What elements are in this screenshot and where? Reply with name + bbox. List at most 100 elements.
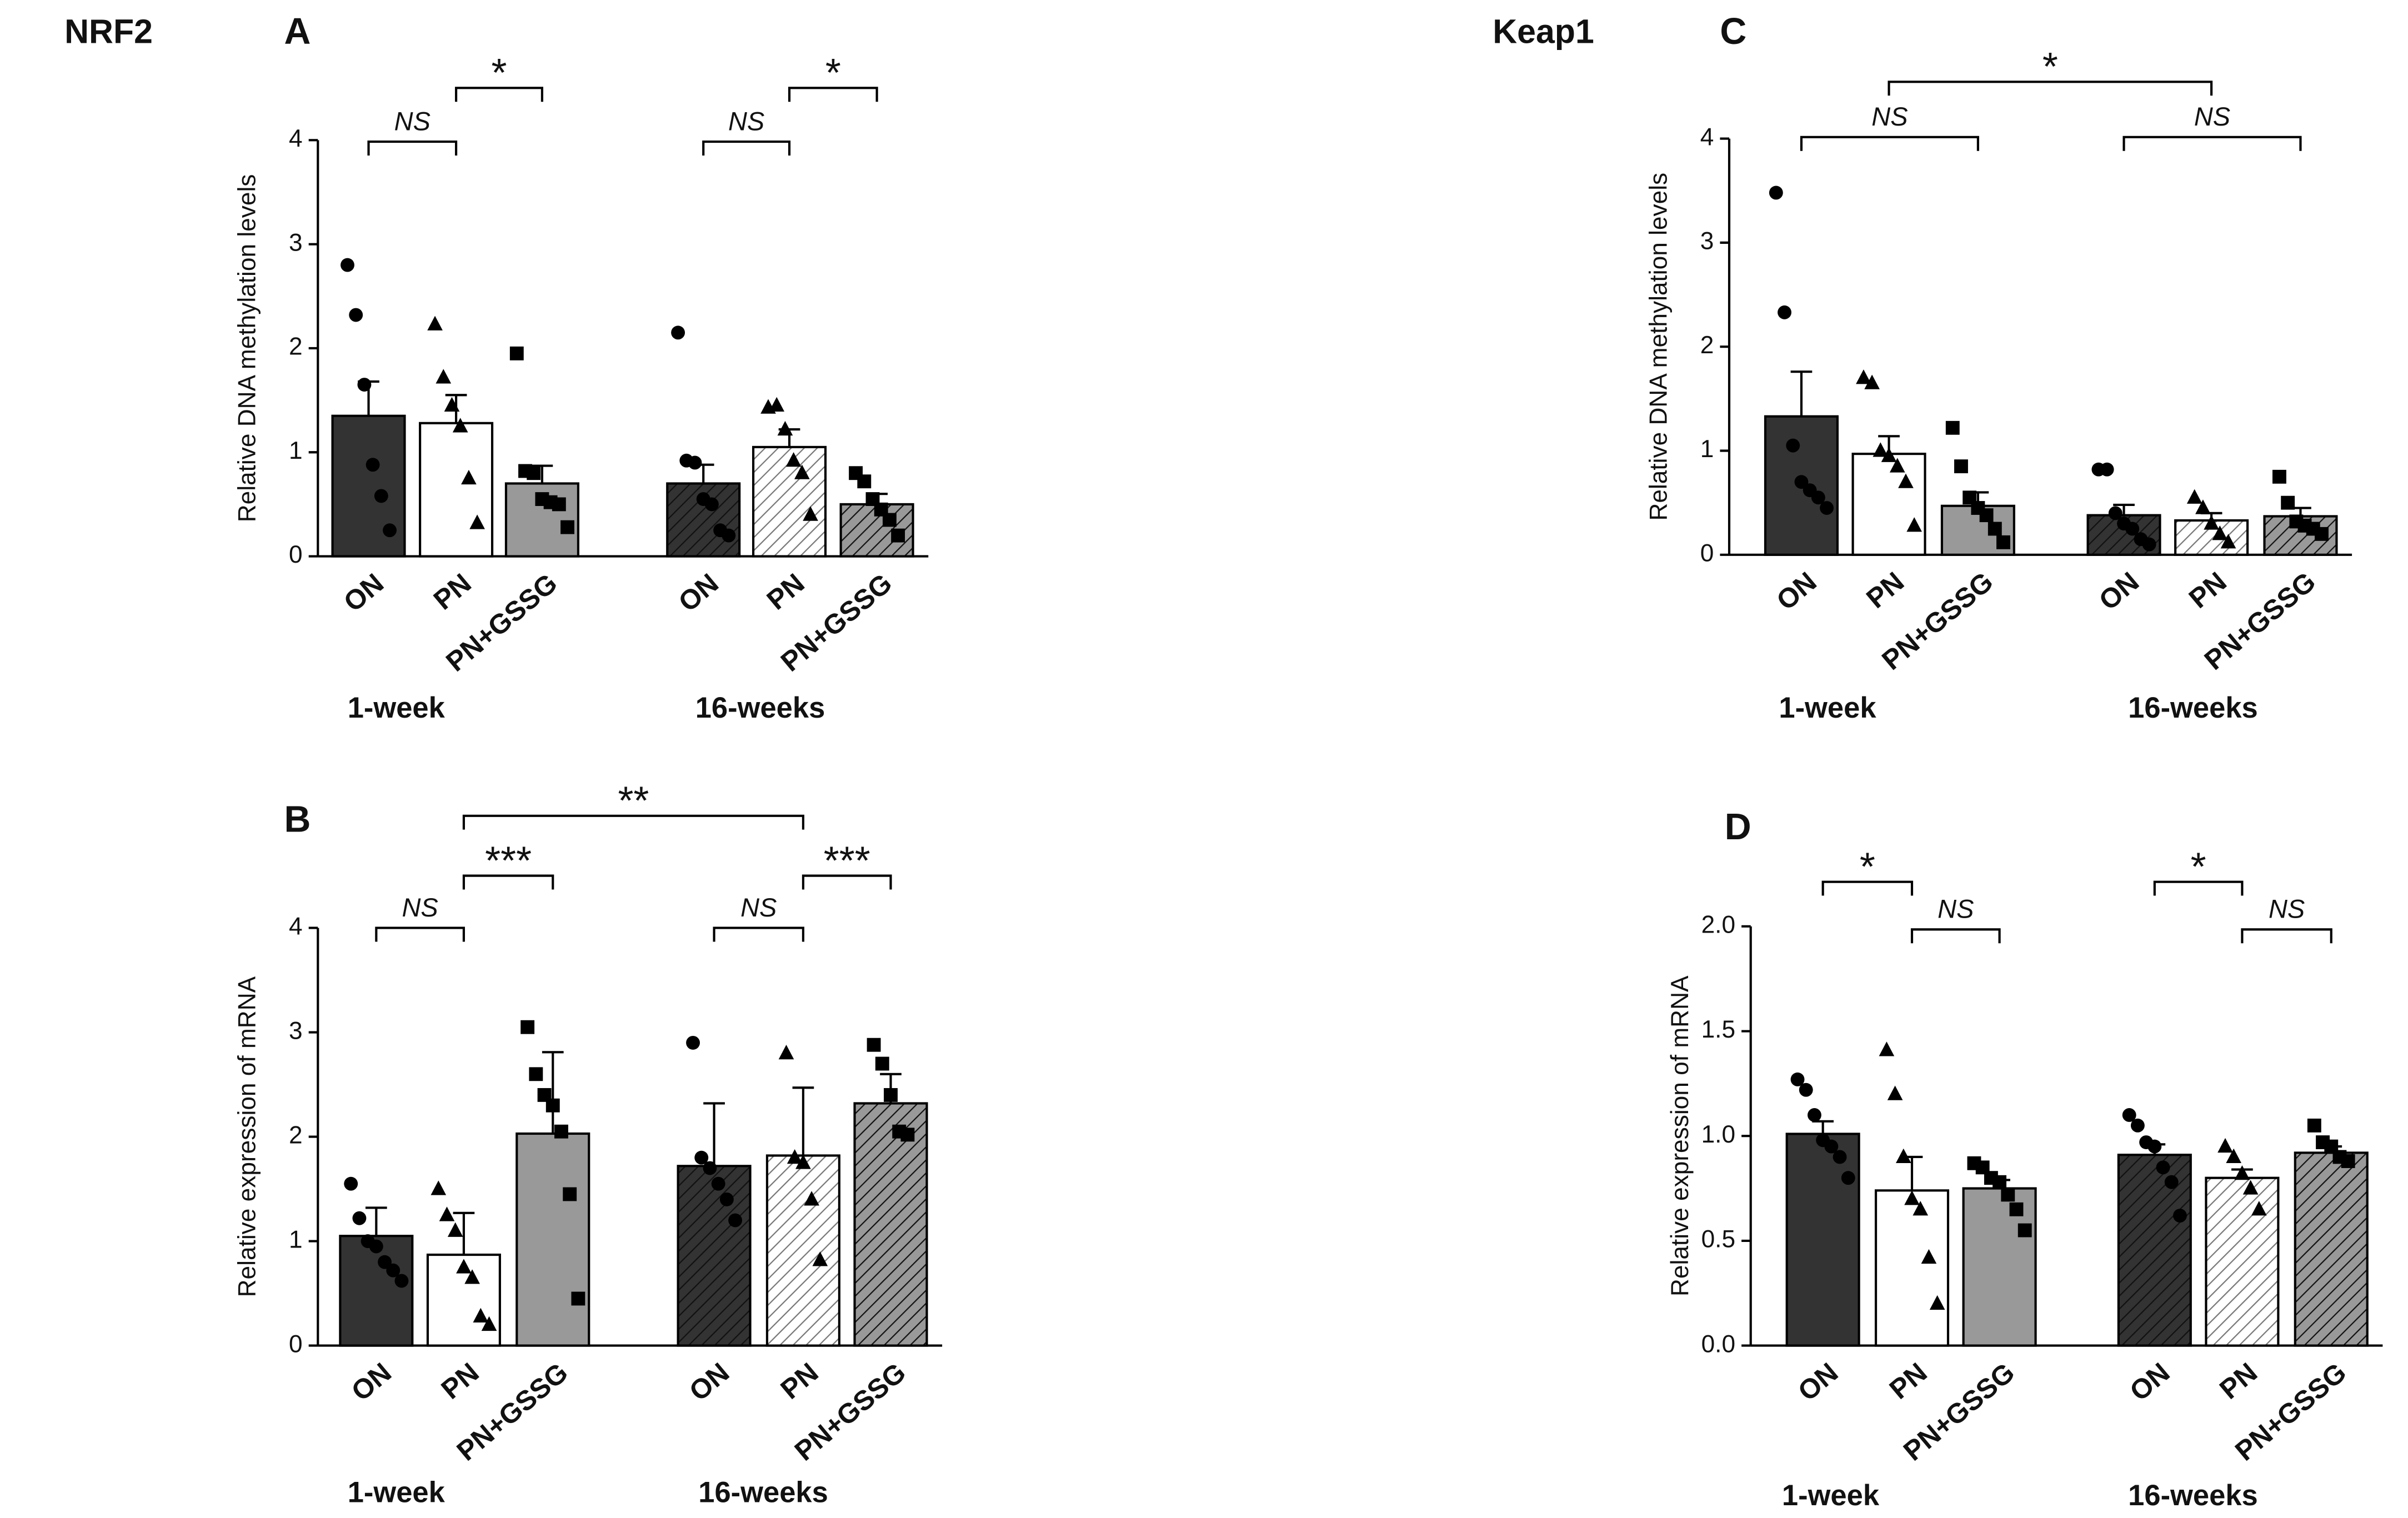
data-point	[349, 308, 363, 322]
data-point	[571, 1291, 585, 1306]
x-tick-label: PN	[435, 1356, 485, 1405]
y-tick-label: 4	[289, 913, 303, 940]
significance-bracket	[462, 874, 554, 890]
data-point	[2195, 499, 2211, 514]
data-point	[2122, 1108, 2136, 1122]
data-point	[1790, 1072, 1805, 1086]
data-point	[1945, 420, 1960, 435]
x-tick-label: PN	[761, 567, 810, 615]
data-point	[520, 1020, 535, 1034]
y-tick-label: 1	[289, 1226, 303, 1253]
data-point	[481, 1316, 497, 1331]
data-point	[1979, 508, 1994, 523]
bar	[504, 482, 579, 558]
bar	[2205, 1176, 2280, 1347]
data-point	[2156, 1160, 2170, 1175]
data-point	[2173, 1209, 2187, 1223]
significance-label: *	[492, 51, 507, 95]
x-tick-label: PN	[1860, 566, 1910, 614]
data-point	[374, 489, 388, 503]
data-point	[344, 1176, 358, 1191]
significance-bracket	[375, 926, 465, 942]
data-point	[2204, 515, 2219, 530]
group-label: 16-weeks	[695, 692, 825, 724]
data-point	[1811, 490, 1825, 505]
data-point	[785, 452, 802, 467]
data-point	[2164, 1175, 2179, 1189]
bar	[765, 1154, 840, 1347]
gene-heading: NRF2	[64, 13, 153, 51]
data-point	[719, 1192, 734, 1206]
x-tick-label: PN	[775, 1356, 824, 1405]
data-point	[795, 1154, 811, 1169]
y-tick-label: 2	[289, 1121, 303, 1149]
significance-label: NS	[728, 106, 764, 136]
data-point	[545, 1098, 560, 1113]
data-point	[857, 474, 872, 489]
data-point	[456, 1259, 472, 1274]
data-point	[671, 325, 685, 340]
significance-bracket	[702, 141, 791, 156]
x-tick-label: PN	[428, 567, 477, 615]
data-point	[694, 1150, 709, 1165]
data-point	[560, 520, 574, 534]
significance-bracket	[1821, 880, 1914, 896]
y-tick-label: 3	[1700, 228, 1714, 255]
data-point	[2130, 1118, 2145, 1133]
data-point	[2212, 525, 2228, 540]
data-point	[552, 497, 566, 512]
data-point	[461, 469, 477, 485]
data-point	[378, 1255, 392, 1269]
data-point	[386, 1263, 401, 1277]
x-tick-label: ON	[338, 567, 389, 618]
data-point	[1786, 438, 1800, 453]
data-point	[1906, 517, 1922, 532]
significance-bracket	[1910, 928, 2001, 944]
significance-bracket	[462, 814, 804, 830]
data-point	[787, 1149, 803, 1164]
y-tick-label: 2	[1700, 332, 1714, 359]
data-point	[900, 1128, 915, 1142]
data-point	[554, 1124, 568, 1139]
data-point	[2341, 1154, 2355, 1168]
y-axis-label: Relative DNA methylation levels	[1645, 173, 1672, 521]
data-point	[1808, 1108, 1821, 1122]
data-point	[722, 528, 736, 543]
significance-label: NS	[394, 106, 430, 136]
x-tick-label: ON	[1770, 566, 1822, 617]
data-point	[439, 1206, 455, 1221]
data-point	[794, 464, 810, 479]
data-point	[529, 1067, 543, 1081]
data-point	[2147, 1139, 2162, 1154]
data-point	[1778, 305, 1791, 319]
data-point	[803, 506, 818, 521]
y-axis-label: Relative expression of mRNA	[1666, 975, 1694, 1296]
x-tick-label: ON	[2093, 566, 2145, 617]
data-point	[447, 1222, 463, 1237]
bar	[515, 1132, 590, 1347]
data-point	[1856, 369, 1871, 384]
data-point	[1889, 458, 1905, 473]
data-point	[2315, 527, 2329, 541]
significance-bracket	[367, 141, 458, 156]
y-tick-label: 4	[289, 125, 303, 152]
data-point	[778, 1045, 794, 1060]
data-point	[804, 1191, 819, 1206]
data-point	[1921, 1249, 1937, 1264]
y-tick-label: 0	[289, 541, 303, 568]
significance-label: ***	[824, 838, 870, 883]
data-point	[2307, 1118, 2321, 1133]
data-point	[2001, 1188, 2015, 1202]
significance-bracket	[802, 874, 892, 890]
data-point	[812, 1251, 828, 1266]
data-point	[1799, 1083, 1813, 1097]
y-tick-label: 0	[289, 1330, 303, 1357]
data-point	[769, 397, 785, 412]
data-point	[464, 1269, 480, 1284]
bar	[2117, 1154, 2192, 1347]
data-point	[509, 346, 524, 360]
significance-label: NS	[1938, 894, 1974, 924]
data-point	[383, 523, 397, 538]
data-point	[1954, 459, 1968, 474]
